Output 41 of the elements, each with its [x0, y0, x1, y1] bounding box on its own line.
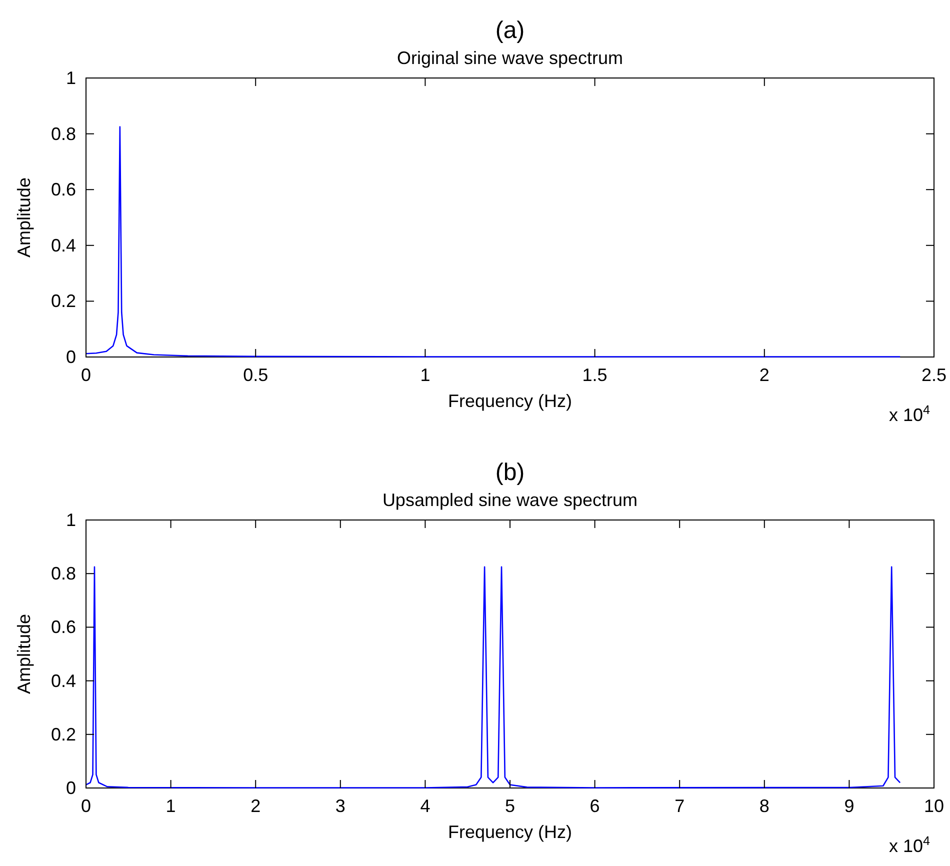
y-tick-label: 0.2 [50, 291, 76, 312]
chart-subtitle: Original sine wave spectrum [396, 48, 624, 68]
x-tick-label: 4 [420, 796, 430, 816]
y-tick-label: 0.8 [50, 124, 76, 144]
y-tick-label: 1 [66, 510, 76, 530]
y-tick-label: 0.4 [50, 670, 76, 691]
y-tick-label: 1 [66, 68, 76, 88]
chart-title: (b) [495, 459, 525, 486]
y-axis-title: Amplitude [14, 614, 34, 694]
text: x 10$^{4}$ [888, 403, 930, 425]
y-axis-title: Amplitude [14, 177, 34, 258]
x-tick-label: 3 [335, 796, 346, 816]
x-axis-title: Frequency (Hz) [448, 822, 572, 842]
y-tick-label: 0.6 [50, 617, 76, 638]
x-tick-label: 1.5 [582, 365, 608, 385]
x-axis-title: Frequency (Hz) [448, 391, 572, 411]
y-tick-label: 0.2 [50, 724, 76, 744]
y-tick-label: 0.6 [50, 180, 76, 200]
line-series [85, 126, 901, 358]
line-series [85, 566, 901, 788]
x-tick-label: 0 [80, 796, 92, 816]
text: x 10$^{4}$ [888, 834, 930, 856]
x-tick-label: 2 [759, 365, 770, 385]
x-tick-label: 6 [590, 796, 600, 816]
x-tick-label: 9 [844, 796, 854, 816]
chart-title: (a) [495, 17, 525, 44]
x-tick-label: 2.5 [921, 365, 947, 385]
x-tick-label: 1 [420, 365, 430, 385]
x-tick-label: 1 [166, 796, 176, 816]
x-tick-label: 2 [250, 796, 261, 816]
x-tick-label: 0.5 [243, 365, 268, 385]
y-tick-label: 0 [66, 347, 76, 367]
y-tick-label: 0.8 [50, 564, 76, 584]
x-tick-label: 7 [674, 796, 685, 816]
y-tick-label: 0.4 [50, 235, 76, 256]
chart-subtitle: Upsampled sine wave spectrum [382, 490, 638, 510]
x-tick-label: 0 [80, 365, 92, 385]
x-tick-label: 5 [504, 796, 516, 816]
x-tick-label: 8 [759, 796, 770, 816]
x-tick-label: 10 [924, 796, 944, 816]
y-tick-label: 0 [66, 778, 76, 798]
